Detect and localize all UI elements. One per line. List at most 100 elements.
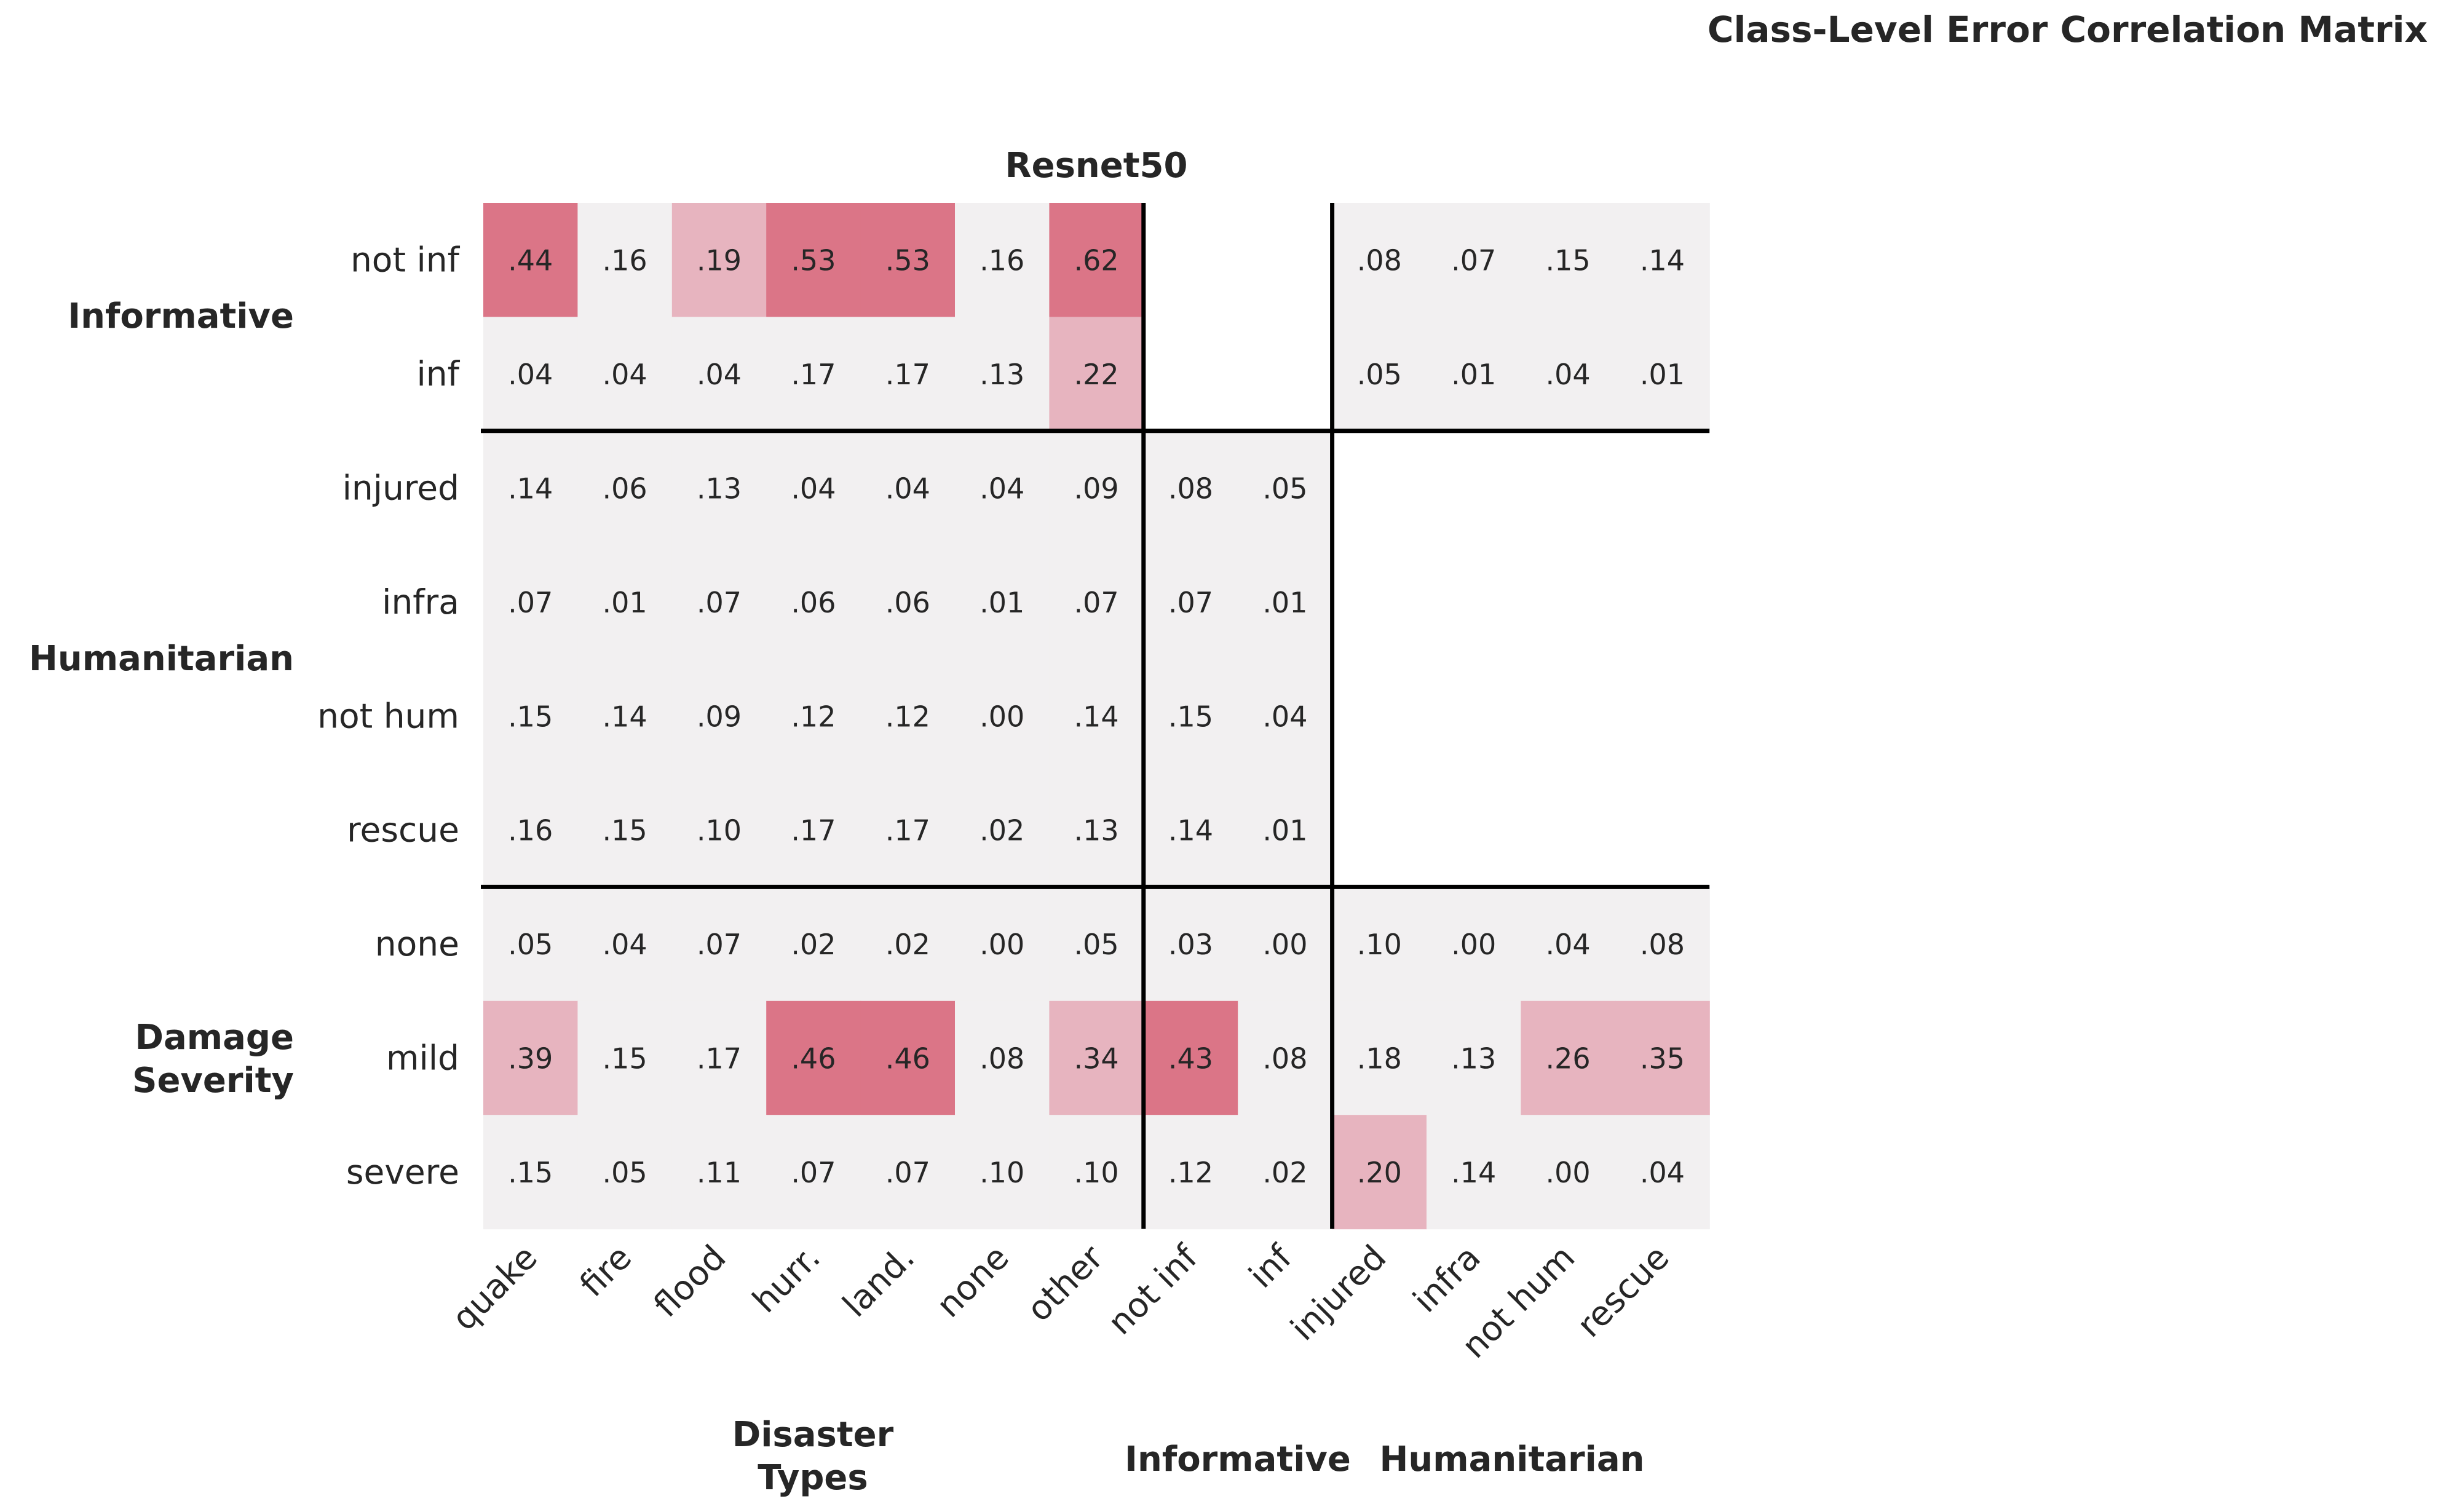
cell-value-label: .10 <box>980 1156 1024 1189</box>
cell-value-label: .00 <box>1451 928 1496 961</box>
cell-value-label: .06 <box>885 586 930 619</box>
heatmap-cell <box>671 773 767 887</box>
cell-value-label: .53 <box>791 244 836 277</box>
heatmap-cell <box>955 430 1050 545</box>
heatmap-cell <box>1049 659 1144 774</box>
cell-value-label: .46 <box>885 1042 930 1075</box>
heatmap-cell <box>1143 1115 1238 1230</box>
heatmap-cell <box>955 1000 1050 1115</box>
cell-value-label: .15 <box>1546 244 1591 277</box>
heatmap-cell <box>1238 1115 1333 1230</box>
cell-value-label: .14 <box>1168 814 1213 847</box>
heatmap-cell <box>1049 317 1144 432</box>
heatmap-cell <box>955 203 1050 317</box>
cell-value-label: .05 <box>1074 928 1119 961</box>
cell-value-label: .05 <box>508 928 553 961</box>
cell-value-label: .13 <box>1451 1042 1496 1075</box>
cell-value-label: .00 <box>1546 1156 1591 1189</box>
cell-value-label: .15 <box>603 1042 647 1075</box>
heatmap-cell <box>1615 1000 1710 1115</box>
heatmap-cell <box>1521 1000 1616 1115</box>
y-tick-label: severe <box>346 1152 459 1192</box>
heatmap-cell <box>1332 887 1427 1002</box>
heatmap-cell <box>577 1000 673 1115</box>
heatmap-cell <box>1521 317 1616 432</box>
heatmap-cell <box>1049 203 1144 317</box>
heatmap-cell <box>483 659 578 774</box>
heatmap-cell <box>1143 430 1238 545</box>
cell-value-label: .04 <box>697 358 742 391</box>
cell-value-label: .07 <box>885 1156 930 1189</box>
x-tick-label: fire <box>572 1238 639 1305</box>
cell-value-label: .20 <box>1357 1156 1402 1189</box>
heatmap-cell <box>955 1115 1050 1230</box>
heatmap-cell <box>766 317 861 432</box>
x-tick-label: rescue <box>1569 1238 1677 1345</box>
cell-value-label: .15 <box>508 700 553 733</box>
heatmap-cell <box>1332 1000 1427 1115</box>
cell-value-label: .07 <box>697 586 742 619</box>
heatmap-cell <box>577 430 673 545</box>
heatmap-cell <box>766 659 861 774</box>
cell-value-label: .08 <box>1640 928 1685 961</box>
cell-value-label: .00 <box>1262 928 1307 961</box>
x-tick-label: not inf <box>1100 1237 1206 1342</box>
y-group-label: Humanitarian <box>29 639 294 679</box>
cell-value-label: .07 <box>508 586 553 619</box>
cell-value-label: .18 <box>1357 1042 1402 1075</box>
heatmap-cell <box>1615 887 1710 1002</box>
cell-value-label: .19 <box>697 244 742 277</box>
cell-value-label: .14 <box>1451 1156 1496 1189</box>
heatmap-cell <box>1049 1000 1144 1115</box>
heatmap-cell <box>671 1115 767 1230</box>
heatmap-cell <box>1238 545 1333 660</box>
chart-title: Class-Level Error Correlation Matrix <box>1708 9 2428 50</box>
x-tick-label: injured <box>1283 1238 1394 1348</box>
x-tick-label: flood <box>646 1238 734 1325</box>
heatmap-cell <box>766 773 861 887</box>
heatmap-cell <box>860 659 956 774</box>
cell-value-label: .13 <box>980 358 1024 391</box>
cell-value-label: .04 <box>980 472 1024 505</box>
chart-subtitle: Resnet50 <box>1005 146 1188 186</box>
cell-value-label: .15 <box>603 814 647 847</box>
cell-value-label: .04 <box>508 358 553 391</box>
heatmap-cell <box>1238 1000 1333 1115</box>
heatmap-cell <box>1615 1115 1710 1230</box>
heatmap-cell <box>860 430 956 545</box>
heatmap-cell <box>955 773 1050 887</box>
cell-value-label: .44 <box>508 244 553 277</box>
cell-value-label: .35 <box>1640 1042 1685 1075</box>
cell-value-label: .17 <box>791 814 836 847</box>
y-tick-label: not hum <box>317 696 459 735</box>
cell-value-label: .04 <box>1546 358 1591 391</box>
heatmap-cell <box>1143 545 1238 660</box>
cell-value-label: .09 <box>1074 472 1119 505</box>
heatmap-cell <box>766 545 861 660</box>
cell-value-label: .02 <box>980 814 1024 847</box>
cell-value-label: .03 <box>1168 928 1213 961</box>
cell-value-label: .08 <box>1357 244 1402 277</box>
heatmap-cell <box>860 887 956 1002</box>
heatmap-cell <box>483 203 578 317</box>
heatmap-cell <box>1521 887 1616 1002</box>
cell-value-label: .06 <box>603 472 647 505</box>
cell-value-label: .04 <box>1262 700 1307 733</box>
x-tick-label: none <box>929 1238 1016 1325</box>
heatmap-cell <box>483 1115 578 1230</box>
heatmap-cell <box>577 317 673 432</box>
heatmap-cell <box>860 317 956 432</box>
x-tick-label: infra <box>1406 1238 1488 1320</box>
cell-value-label: .07 <box>1168 586 1213 619</box>
cell-value-label: .46 <box>791 1042 836 1075</box>
heatmap-cell <box>577 887 673 1002</box>
heatmap-cell <box>766 887 861 1002</box>
cell-value-label: .00 <box>980 928 1024 961</box>
cell-value-label: .04 <box>885 472 930 505</box>
heatmap-cell <box>1049 773 1144 887</box>
heatmap-cell <box>860 773 956 887</box>
cell-value-label: .07 <box>697 928 742 961</box>
heatmap-cell <box>1427 317 1521 432</box>
heatmap-cell <box>1615 203 1710 317</box>
